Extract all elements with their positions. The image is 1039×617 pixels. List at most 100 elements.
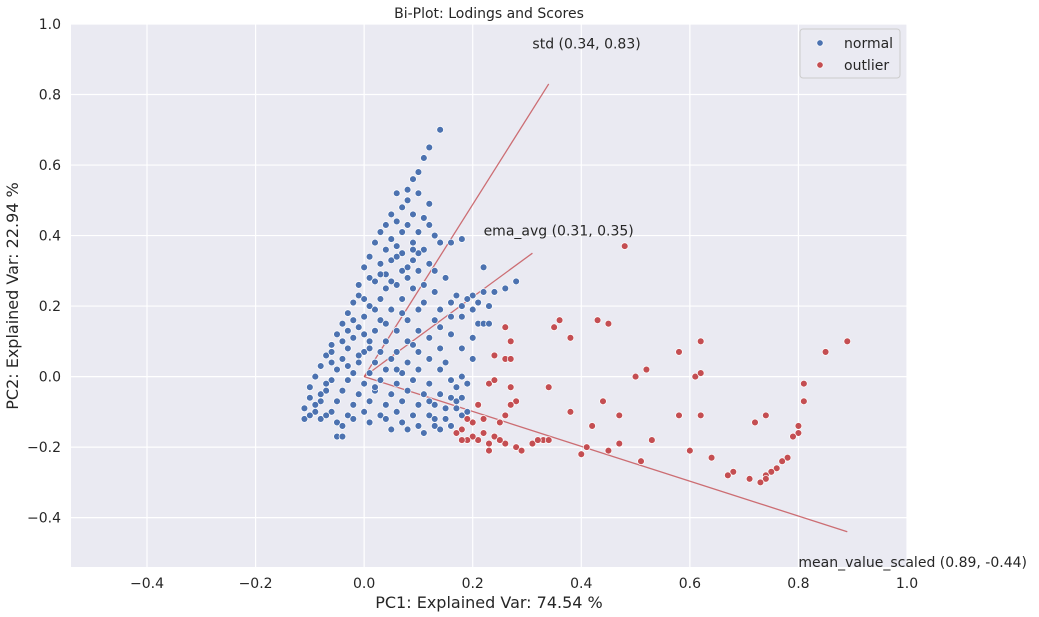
- outlier-point: [490, 351, 499, 360]
- normal-point: [463, 295, 472, 303]
- normal-point: [300, 415, 309, 423]
- normal-point: [349, 369, 358, 377]
- normal-point: [376, 411, 385, 420]
- outlier-point: [452, 429, 461, 437]
- normal-point: [382, 319, 390, 328]
- normal-point: [376, 348, 385, 356]
- normal-point: [398, 295, 406, 303]
- normal-point: [311, 401, 320, 409]
- y-tick-label: 0.6: [39, 158, 61, 174]
- normal-point: [414, 365, 423, 374]
- outlier-point: [517, 446, 526, 455]
- outlier-point: [745, 475, 754, 483]
- normal-point: [365, 369, 374, 377]
- outlier-point: [544, 436, 553, 444]
- normal-point: [458, 394, 466, 402]
- normal-point: [365, 274, 374, 282]
- normal-point: [371, 358, 379, 367]
- normal-point: [382, 221, 390, 229]
- normal-point: [403, 425, 412, 434]
- loading-label: ema_avg (0.31, 0.35): [484, 224, 634, 240]
- normal-point: [409, 411, 417, 420]
- normal-point: [349, 334, 358, 342]
- normal-point: [468, 291, 477, 300]
- normal-point: [420, 298, 428, 307]
- normal-point: [344, 344, 352, 353]
- outlier-point: [506, 401, 515, 409]
- normal-point: [360, 330, 368, 339]
- normal-point: [403, 337, 412, 346]
- x-tick-label: 0.6: [679, 576, 701, 592]
- x-tick-label: 0.4: [570, 576, 592, 592]
- normal-point: [420, 154, 428, 162]
- normal-point: [392, 189, 401, 197]
- normal-point: [333, 330, 341, 339]
- normal-point: [403, 221, 412, 229]
- normal-point: [398, 418, 406, 427]
- normal-point: [333, 397, 341, 406]
- normal-point: [387, 210, 396, 219]
- normal-point: [463, 379, 472, 388]
- outlier-point: [463, 415, 472, 423]
- normal-point: [414, 348, 423, 356]
- normal-point: [436, 390, 444, 398]
- normal-point: [425, 411, 434, 420]
- normal-point: [403, 196, 412, 205]
- normal-point: [436, 305, 444, 314]
- normal-point: [371, 238, 379, 247]
- normal-point: [458, 312, 466, 321]
- normal-point: [452, 383, 461, 391]
- outlier-point: [778, 457, 786, 465]
- normal-point: [392, 379, 401, 388]
- outlier-point: [506, 337, 515, 346]
- normal-point: [414, 422, 423, 430]
- outlier-point: [588, 422, 596, 430]
- outlier-point: [479, 415, 488, 423]
- normal-point: [398, 397, 406, 406]
- outlier-point: [637, 457, 645, 465]
- normal-point: [447, 330, 455, 339]
- normal-point: [425, 143, 434, 152]
- normal-point: [441, 274, 450, 282]
- y-axis-title: PC2: Explained Var: 22.94 %: [3, 182, 22, 410]
- normal-point: [436, 238, 444, 247]
- outlier-point: [512, 443, 520, 451]
- outlier-point: [485, 439, 493, 448]
- outlier-point: [582, 443, 591, 451]
- normal-point: [327, 341, 336, 349]
- outlier-point: [615, 439, 624, 448]
- normal-point: [409, 341, 417, 349]
- x-tick-label: −0.2: [239, 576, 273, 592]
- normal-point: [452, 397, 461, 406]
- outlier-point: [707, 453, 716, 462]
- x-tick-labels: −0.4 −0.2 0.0 0.2 0.4 0.6 0.8 1.0: [130, 576, 918, 592]
- outlier-point: [468, 418, 477, 427]
- normal-point: [382, 337, 390, 346]
- outlier-point: [528, 439, 537, 448]
- normal-point: [392, 365, 401, 374]
- outlier-point: [800, 379, 808, 388]
- outlier-point: [512, 397, 520, 406]
- outlier-point: [566, 334, 575, 342]
- normal-point: [414, 401, 423, 409]
- normal-point: [392, 242, 401, 250]
- outlier-points: [452, 242, 852, 487]
- normal-point: [474, 298, 482, 307]
- x-tick-label: 0.2: [462, 576, 484, 592]
- outlier-point: [821, 348, 830, 356]
- outlier-point: [696, 411, 705, 420]
- outlier-point: [675, 411, 683, 420]
- normal-point: [392, 327, 401, 335]
- normal-point: [327, 358, 336, 367]
- normal-point: [387, 256, 396, 264]
- outlier-point: [696, 337, 705, 346]
- normal-point: [382, 401, 390, 409]
- outlier-point: [691, 372, 700, 381]
- normal-point: [458, 344, 466, 353]
- outlier-point: [686, 446, 694, 455]
- outlier-point: [604, 319, 613, 328]
- y-tick-label: 0.8: [39, 88, 61, 104]
- outlier-point: [794, 429, 803, 437]
- normal-point: [436, 344, 444, 353]
